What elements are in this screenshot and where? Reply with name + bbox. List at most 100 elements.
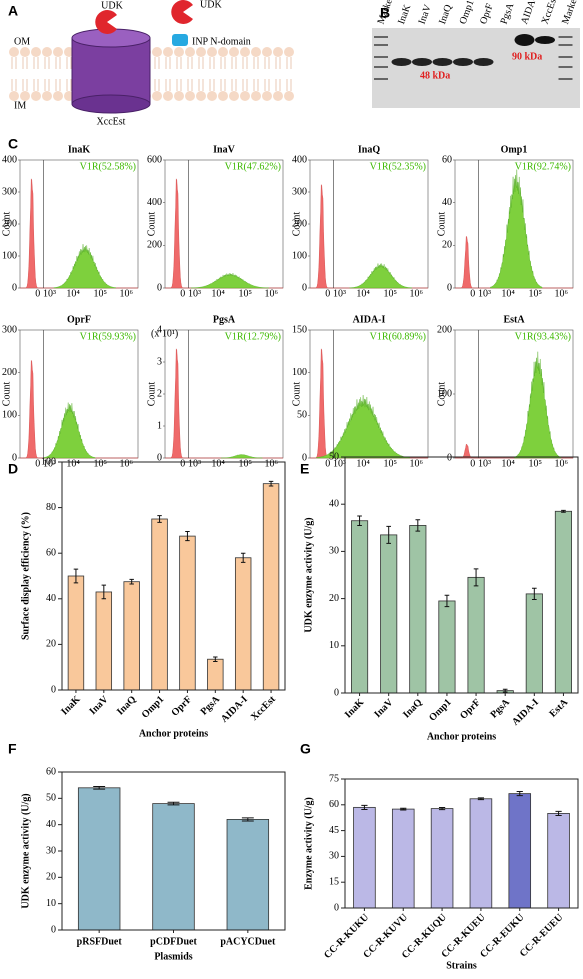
flow-x-tick-label: 10⁶ bbox=[264, 288, 278, 299]
lipid-tail bbox=[187, 57, 193, 91]
flow-title: InaQ bbox=[358, 144, 380, 155]
x-axis-label: Strains bbox=[446, 960, 477, 971]
bar bbox=[226, 819, 270, 931]
y-tick-label: 60 bbox=[46, 766, 56, 777]
flow-y-label: Count bbox=[1, 212, 12, 237]
gel-band bbox=[473, 58, 494, 66]
bar bbox=[67, 575, 85, 691]
flow-x-tick-label: 10⁶ bbox=[409, 458, 423, 469]
membrane-label: OM bbox=[14, 36, 30, 47]
x-tick-label: Omp1 bbox=[427, 697, 454, 724]
error-bar bbox=[438, 807, 446, 811]
lipid-head bbox=[229, 91, 239, 101]
bar bbox=[547, 813, 570, 909]
error-bar bbox=[241, 817, 254, 822]
y-tick-label: 10 bbox=[329, 640, 339, 651]
error-bar bbox=[157, 515, 162, 523]
flow-tick-label: 0 bbox=[302, 452, 307, 463]
lipid-head bbox=[163, 91, 173, 101]
gel-band bbox=[374, 56, 388, 58]
y-tick-label: 80 bbox=[46, 502, 56, 513]
x-tick-label: XccEst bbox=[249, 694, 278, 723]
flow-x-tick-label: 0 bbox=[325, 288, 330, 299]
error-bar bbox=[386, 525, 392, 544]
flow-y-label: Count bbox=[1, 382, 12, 407]
lipid-head bbox=[207, 91, 217, 101]
y-tick-label: 20 bbox=[46, 639, 56, 650]
error-bar bbox=[357, 515, 362, 526]
flow-tick-label: 2 bbox=[157, 388, 162, 399]
lipid-tail bbox=[209, 57, 215, 91]
lipid-head bbox=[42, 91, 52, 101]
lipid-head bbox=[185, 47, 195, 57]
lipid-head bbox=[152, 47, 162, 57]
flow-x-tick-label: 10⁶ bbox=[554, 288, 568, 299]
flow-histogram-negative bbox=[165, 178, 283, 289]
flow-x-tick-label: 10³ bbox=[478, 458, 491, 469]
y-tick-label: 0 bbox=[51, 924, 56, 935]
lipid-tail bbox=[242, 57, 248, 91]
error-bar bbox=[361, 804, 368, 810]
lipid-head bbox=[273, 91, 283, 101]
plot-frame bbox=[344, 778, 579, 909]
error-bar bbox=[93, 785, 106, 790]
lipid-head bbox=[251, 91, 261, 101]
flow-x-tick-label: 0 bbox=[470, 288, 475, 299]
flow-y-label: Count bbox=[436, 382, 447, 407]
y-axis-label: UDK enzyme activity (U/g) bbox=[20, 793, 31, 908]
flow-tick-label: 100 bbox=[437, 388, 452, 399]
x-tick-label: OprF bbox=[458, 697, 483, 722]
x-tick-label: AIDA-I bbox=[219, 694, 250, 725]
flow-tick-label: 50 bbox=[297, 410, 307, 421]
gate-label: V1R(93.43%) bbox=[515, 331, 571, 342]
flow-histogram-positive bbox=[349, 263, 413, 289]
error-bar bbox=[502, 688, 508, 693]
lipid-head bbox=[42, 47, 52, 57]
flow-histogram-positive bbox=[43, 402, 97, 459]
lipid-head bbox=[284, 91, 294, 101]
lipid-head bbox=[31, 91, 41, 101]
lane-label: InaQ bbox=[437, 3, 454, 26]
flow-x-tick-label: 10³ bbox=[478, 288, 491, 299]
flow-histogram-negative bbox=[165, 348, 283, 459]
x-tick-label: OprF bbox=[170, 694, 195, 719]
flow-x-tick-label: 10⁴ bbox=[66, 288, 80, 299]
error-bar bbox=[561, 509, 566, 513]
lipid-head bbox=[229, 47, 239, 57]
gate-label: V1R(59.93%) bbox=[80, 331, 136, 342]
y-tick-label: 50 bbox=[329, 451, 339, 462]
flow-x-tick-label: 10⁴ bbox=[211, 288, 225, 299]
bar bbox=[409, 525, 427, 694]
y-tick-label: 30 bbox=[329, 851, 339, 862]
gel-band bbox=[514, 34, 535, 46]
lane-label: Marker bbox=[560, 0, 581, 26]
y-tick-label: 0 bbox=[334, 687, 339, 698]
panel-label: D bbox=[8, 461, 18, 477]
lipid-tail bbox=[22, 57, 28, 91]
x-tick-label: pACYCDuet bbox=[220, 936, 276, 947]
flow-multiplier: (x 10¹) bbox=[151, 328, 178, 339]
flow-x-tick-label: 0 bbox=[180, 458, 185, 469]
x-axis-label: Anchor proteins bbox=[139, 728, 208, 739]
y-tick-label: 40 bbox=[46, 819, 56, 830]
gate-label: V1R(12.79%) bbox=[225, 331, 281, 342]
y-tick-label: 30 bbox=[329, 546, 339, 557]
x-axis-label: Anchor proteins bbox=[427, 731, 496, 742]
udk-icon bbox=[171, 0, 193, 24]
y-tick-label: 40 bbox=[329, 498, 339, 509]
error-bar bbox=[129, 578, 134, 585]
flow-frame bbox=[309, 159, 429, 289]
y-tick-label: 100 bbox=[41, 456, 56, 467]
bar bbox=[351, 520, 369, 694]
flow-tick-label: 0 bbox=[157, 282, 162, 293]
flow-x-tick-label: 10⁴ bbox=[356, 288, 370, 299]
error-bar bbox=[268, 480, 274, 487]
lipid-head bbox=[174, 47, 184, 57]
flow-tick-label: 4 bbox=[157, 324, 162, 335]
lipid-head bbox=[240, 91, 250, 101]
flow-x-tick-label: 10³ bbox=[333, 288, 346, 299]
error-bar bbox=[473, 568, 479, 587]
flow-tick-label: 200 bbox=[2, 367, 17, 378]
y-tick-label: 10 bbox=[46, 898, 56, 909]
x-tick-label: pCDFDuet bbox=[150, 936, 197, 947]
